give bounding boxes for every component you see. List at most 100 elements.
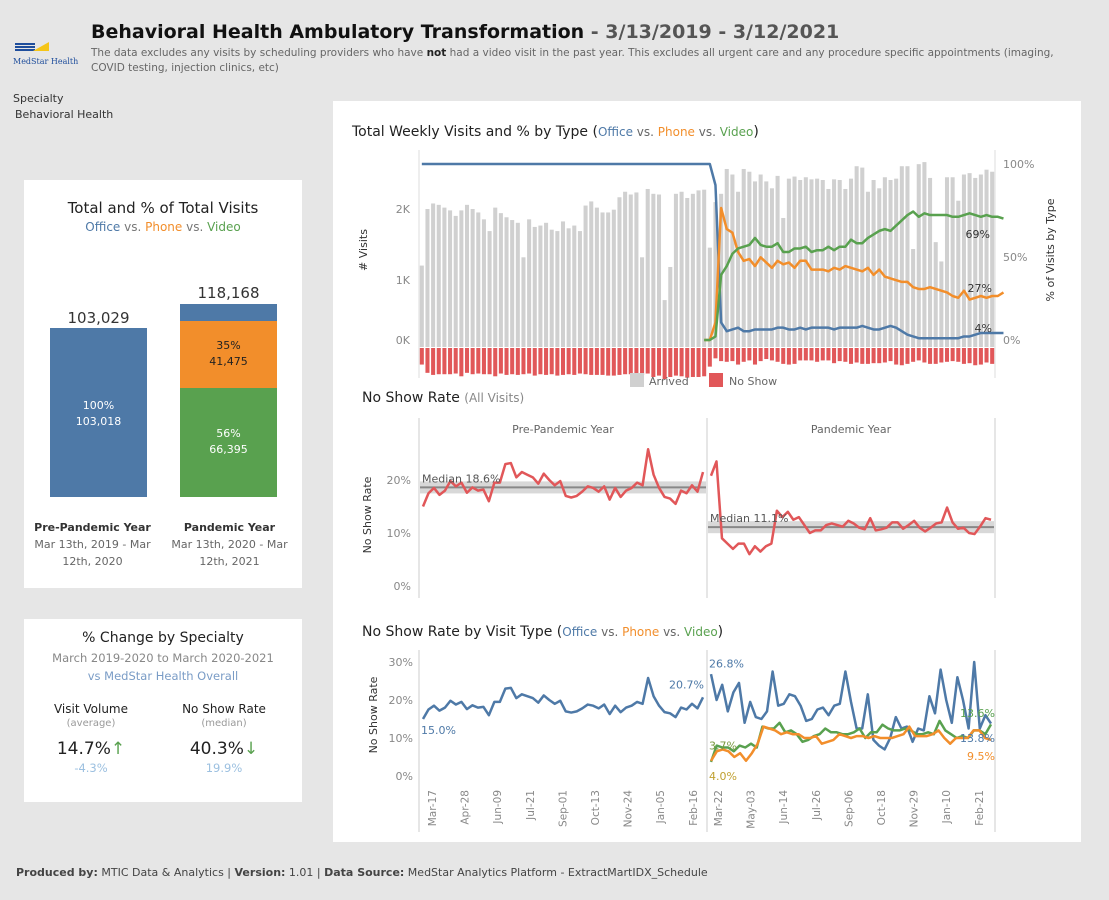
pandemic-dates: Mar 13th, 2020 - Mar 12th, 2021: [171, 538, 288, 568]
x-tick-label: Sep-01: [557, 790, 569, 827]
y-axis-title: No Show Rate: [361, 476, 374, 553]
arrived-bar: [544, 222, 549, 347]
no-show-bar: [487, 348, 492, 375]
panel-title: Total and % of Total Visits: [67, 199, 259, 217]
legend-arrived-label: Arrived: [649, 375, 689, 388]
no-show-bar: [628, 348, 633, 375]
no-show-bar: [431, 348, 436, 375]
title-video: Video: [719, 125, 754, 139]
arrived-bar: [809, 179, 814, 347]
legend-arrived-swatch: [630, 373, 644, 387]
no-show-bar: [736, 348, 741, 365]
no-show-rate-line-pre: [421, 448, 705, 507]
no-show-bar: [752, 348, 758, 365]
pre-total: 103,029: [67, 309, 130, 327]
no-show-bar: [560, 348, 566, 375]
no-show-bar: [843, 348, 848, 362]
page-subtitle: The data excludes any visits by scheduli…: [91, 46, 1081, 76]
legend-phone: Phone: [145, 220, 183, 234]
arrived-bar: [702, 189, 707, 347]
pandemic-video-bar[interactable]: 56% 66,395: [180, 388, 277, 497]
arrived-bar: [860, 167, 865, 347]
no-show-bar: [933, 348, 938, 364]
title-date-range: - 3/13/2019 - 3/12/2021: [584, 21, 840, 43]
specialty-filter[interactable]: Specialty Behavioral Health: [13, 92, 113, 121]
arrived-bar: [950, 177, 955, 347]
no-show-bar: [860, 348, 865, 364]
pandemic-phone-bar[interactable]: 35% 41,475: [180, 321, 277, 388]
arrived-bar: [679, 191, 684, 347]
visit-volume-label: Visit Volume: [53, 702, 128, 716]
no-show-bar: [600, 348, 605, 375]
subtitle-text: The data excludes any visits by scheduli…: [91, 47, 427, 59]
arrived-bar: [713, 202, 718, 347]
arrived-bar: [510, 220, 515, 347]
arrived-bar: [470, 209, 475, 347]
bar-pct: 56%: [216, 427, 241, 440]
arrived-bar: [538, 225, 543, 347]
x-tick-label: Nov-24: [623, 790, 635, 828]
no-show-bar: [854, 348, 859, 363]
no-show-value: 40.3%: [189, 739, 244, 759]
no-show-bar: [425, 348, 430, 373]
no-show-bar: [419, 348, 424, 365]
y-tick-label: 0%: [396, 770, 413, 783]
y-tick-label: 0%: [394, 580, 411, 593]
subtitle-text-2: had a video visit in the past year. This…: [91, 47, 1054, 74]
total-visits-panel: Total and % of Total Visits Office vs. P…: [24, 180, 302, 588]
no-show-bar: [544, 348, 549, 375]
y-axis-title: # Visits: [357, 229, 370, 271]
arrived-bar: [905, 166, 910, 347]
x-tick-label: Jun-09: [492, 790, 504, 825]
visit-volume-overall: -4.3%: [74, 761, 108, 775]
arrived-bar: [566, 228, 571, 347]
no-show-bar: [617, 348, 622, 375]
arrived-bar: [730, 174, 735, 347]
x-tick-label: Jul-26: [811, 790, 823, 821]
arrived-bar: [736, 191, 741, 347]
no-show-bar: [916, 348, 921, 361]
label-office-end: 13.8%: [960, 732, 995, 745]
legend-no-show-swatch: [709, 373, 723, 387]
panel-title: % Change by Specialty: [82, 630, 244, 646]
no-show-bar: [764, 348, 769, 360]
office-no-show-line-pandemic: [709, 660, 993, 751]
no-show-bar: [532, 348, 537, 376]
title-end: ): [717, 624, 724, 640]
y-tick-label: 20%: [389, 694, 413, 707]
legend-no-show-label: No Show: [729, 375, 777, 388]
x-tick-label: Sep-06: [843, 790, 855, 827]
arrived-bar: [645, 188, 650, 347]
no-show-bar: [702, 348, 707, 377]
arrived-bar: [690, 193, 695, 347]
no-show-bar: [798, 348, 803, 361]
y-axis-title: No Show Rate: [367, 676, 380, 753]
arrived-bar: [487, 231, 492, 347]
no-show-bar: [939, 348, 944, 363]
no-show-bar: [877, 348, 882, 364]
no-show-bar: [594, 348, 599, 375]
y2-axis-title: % of Visits by Type: [1044, 198, 1057, 301]
no-show-bar: [690, 348, 695, 377]
arrived-bar: [555, 231, 560, 347]
title-note: (All Visits): [464, 391, 525, 405]
bar-value: 41,475: [209, 355, 248, 368]
filter-value[interactable]: Behavioral Health: [15, 108, 114, 121]
arrived-bar: [815, 178, 820, 347]
arrived-bar: [978, 174, 983, 347]
arrived-bar: [848, 178, 854, 347]
no-show-bar: [894, 348, 899, 365]
arrived-bar: [820, 180, 825, 347]
arrived-bar: [916, 164, 921, 347]
vs-text: vs.: [182, 220, 208, 234]
pre-office-bar[interactable]: 100% 103,018: [50, 328, 147, 497]
filter-label: Specialty: [13, 92, 64, 105]
no-show-bar: [758, 348, 763, 362]
arrived-bar: [882, 177, 887, 347]
no-show-bar: [944, 348, 950, 362]
arrived-bar: [589, 201, 594, 347]
pandemic-office-bar[interactable]: [180, 304, 277, 321]
title-text: Total Weekly Visits and % by Type (: [352, 124, 598, 140]
video-end-label: 69%: [966, 228, 990, 241]
